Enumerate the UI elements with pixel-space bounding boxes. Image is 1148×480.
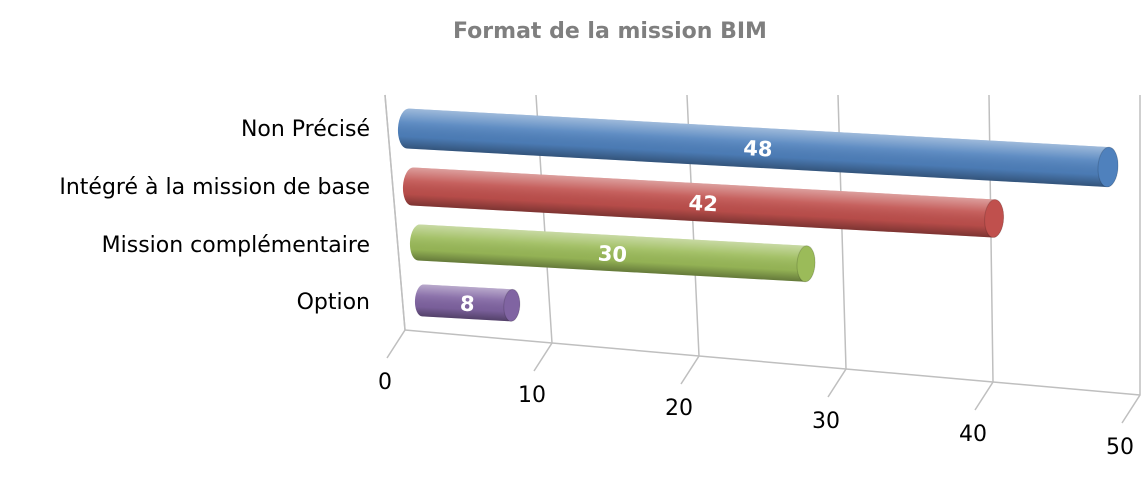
bar-group: 48: [397, 108, 1119, 188]
category-label: Option: [297, 290, 370, 315]
bar-end: [1097, 146, 1119, 188]
data-label: 42: [688, 191, 719, 217]
bar-group: 42: [402, 167, 1005, 238]
x-tick-label: 20: [665, 396, 693, 421]
x-tick-label: 40: [959, 422, 987, 447]
data-label: 30: [597, 241, 628, 267]
bar-end: [796, 245, 816, 283]
bar-shade: [397, 108, 1119, 188]
category-label: Mission complémentaire: [102, 233, 370, 258]
bar-end: [503, 288, 521, 322]
data-label: 8: [459, 291, 475, 316]
category-label: Intégré à la mission de base: [59, 175, 370, 200]
bar-shade: [409, 224, 816, 282]
x-tick-label: 50: [1106, 435, 1134, 460]
x-tick-label: 30: [812, 409, 840, 434]
floor-edge: [404, 329, 1141, 396]
bar-shade: [414, 284, 520, 322]
bar-shade: [402, 167, 1004, 238]
bar-group: 8: [414, 284, 521, 322]
x-tick-label: 10: [518, 383, 546, 408]
category-label: Non Précisé: [241, 117, 370, 142]
x-tick-label: 0: [378, 370, 392, 395]
chart-title: Format de la mission BIM: [453, 19, 767, 44]
data-label: 48: [743, 136, 774, 162]
grid-line: [1121, 95, 1141, 424]
bar-end: [984, 199, 1005, 238]
bar-group: 30: [409, 224, 816, 283]
